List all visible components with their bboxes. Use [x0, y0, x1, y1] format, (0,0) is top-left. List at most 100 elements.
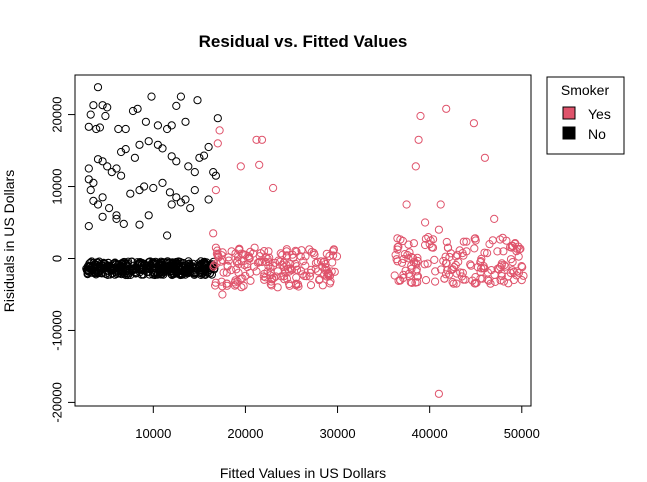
point-yes — [288, 250, 297, 259]
point-yes — [306, 268, 315, 277]
point-yes — [236, 162, 245, 171]
point-yes — [409, 239, 418, 248]
point-no — [211, 171, 220, 180]
point-no — [86, 110, 95, 119]
point-yes — [448, 265, 457, 274]
point-no — [147, 259, 156, 268]
point-no — [167, 121, 176, 130]
point-yes — [282, 261, 291, 270]
point-yes — [469, 119, 478, 128]
point-yes — [441, 252, 450, 261]
legend: Smoker Yes No — [546, 76, 625, 155]
point-yes — [413, 256, 422, 266]
point-yes — [230, 278, 239, 287]
point-yes — [261, 252, 270, 262]
y-tick-label: 20000 — [49, 96, 64, 132]
point-no — [168, 262, 177, 271]
point-yes — [273, 267, 282, 276]
point-no — [213, 114, 222, 123]
point-yes — [485, 240, 494, 249]
point-no — [133, 261, 142, 270]
point-yes — [209, 262, 218, 271]
point-no — [122, 267, 131, 276]
point-yes — [305, 272, 314, 281]
point-yes — [441, 270, 451, 279]
x-tick-label: 30000 — [319, 426, 355, 441]
point-yes — [448, 278, 457, 287]
point-yes — [255, 258, 264, 267]
point-yes — [519, 271, 528, 280]
point-yes — [212, 249, 221, 258]
point-no — [93, 200, 103, 209]
point-yes — [329, 245, 338, 254]
y-tick-label: -10000 — [49, 310, 64, 350]
point-yes — [394, 276, 403, 285]
point-yes — [447, 265, 456, 275]
point-yes — [318, 281, 327, 290]
point-yes — [259, 272, 268, 281]
point-no — [114, 124, 123, 134]
point-no — [181, 117, 190, 126]
point-no — [203, 268, 212, 277]
point-yes — [471, 236, 480, 245]
point-no — [172, 193, 181, 202]
point-yes — [442, 237, 451, 247]
point-no — [105, 204, 114, 213]
point-yes — [239, 281, 248, 290]
point-yes — [310, 250, 319, 259]
point-yes — [236, 274, 245, 283]
point-no — [83, 270, 92, 279]
point-yes — [211, 281, 220, 290]
point-no — [158, 178, 167, 187]
point-no — [121, 124, 130, 134]
point-yes — [241, 250, 250, 259]
point-no — [135, 220, 144, 229]
point-yes — [500, 261, 509, 270]
point-yes — [265, 253, 274, 262]
point-yes — [246, 276, 255, 285]
point-no — [142, 268, 152, 277]
point-yes — [506, 268, 515, 277]
x-tick-label: 10000 — [135, 426, 171, 441]
point-no — [173, 261, 182, 270]
x-tick-label: 50000 — [504, 426, 540, 441]
point-no — [86, 258, 95, 267]
point-yes — [253, 258, 262, 267]
point-yes — [282, 245, 291, 254]
point-yes — [396, 276, 405, 285]
point-no — [126, 189, 135, 198]
point-yes — [462, 237, 471, 246]
point-no — [95, 123, 105, 132]
point-yes — [504, 279, 513, 288]
point-no — [137, 260, 146, 270]
point-no — [84, 222, 93, 231]
point-yes — [413, 278, 422, 287]
point-no — [169, 267, 178, 276]
point-yes — [456, 268, 465, 277]
point-yes — [517, 276, 526, 285]
point-yes — [255, 160, 264, 169]
point-no — [110, 270, 120, 279]
point-yes — [483, 249, 492, 258]
point-no — [98, 212, 107, 221]
point-no — [165, 188, 174, 197]
point-yes — [411, 162, 420, 171]
y-axis: -20000 -10000 0 10000 20000 — [49, 96, 76, 423]
point-yes — [324, 268, 333, 277]
point-yes — [499, 247, 508, 256]
point-yes — [483, 268, 492, 277]
points-layer — [82, 83, 528, 398]
point-yes — [278, 260, 287, 269]
point-no — [163, 259, 172, 268]
point-no — [84, 164, 93, 173]
point-yes — [451, 252, 460, 261]
point-yes — [394, 242, 403, 251]
point-yes — [442, 104, 451, 113]
point-no — [91, 267, 101, 276]
point-yes — [402, 200, 411, 209]
x-axis-label: Fitted Values in US Dollars — [220, 465, 386, 481]
point-no — [178, 258, 187, 267]
point-no — [120, 262, 129, 272]
point-yes — [287, 265, 296, 274]
point-yes — [458, 268, 467, 277]
